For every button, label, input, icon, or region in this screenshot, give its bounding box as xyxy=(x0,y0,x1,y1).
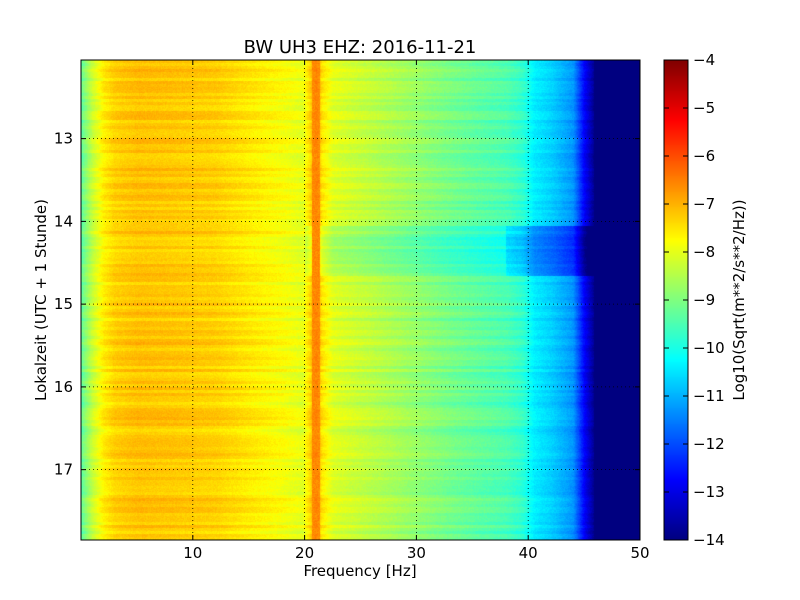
colorbar-tick-label: −4 xyxy=(693,51,715,69)
x-axis-ticks: 10 20 30 40 50 xyxy=(183,60,650,562)
colorbar-tick-label: −14 xyxy=(693,531,725,549)
x-tick-label: 40 xyxy=(519,544,538,562)
x-tick-label: 50 xyxy=(630,544,649,562)
y-axis-ticks: 13 14 15 16 17 xyxy=(54,130,640,479)
colorbar: −4 −5 −6 −7 −8 −9 −10 −11 −12 −13 −14 Log10(Sqrt(m… xyxy=(663,51,748,549)
y-tick-label: 17 xyxy=(54,461,73,479)
y-tick-label: 13 xyxy=(54,130,73,148)
y-tick-label: 15 xyxy=(54,295,73,313)
y-tick-label: 16 xyxy=(54,378,73,396)
x-tick-label: 20 xyxy=(295,544,314,562)
y-tick-label: 14 xyxy=(54,212,73,230)
colorbar-label: Log10(Sqrt(m**2/s**2/Hz)) xyxy=(730,199,748,400)
colorbar-tick-label: −7 xyxy=(693,195,715,213)
chart-title: BW UH3 EHZ: 2016-11-21 xyxy=(244,37,477,58)
colorbar-tick-label: −10 xyxy=(693,339,725,357)
heatmap-canvas xyxy=(81,60,640,540)
colorbar-tick-label: −13 xyxy=(693,483,725,501)
colorbar-tick-label: −8 xyxy=(693,243,715,261)
colorbar-tick-label: −11 xyxy=(693,387,725,405)
y-axis-label: Lokalzeit (UTC + 1 Stunde) xyxy=(32,199,50,401)
colorbar-tick-label: −9 xyxy=(693,291,715,309)
colorbar-tick-label: −5 xyxy=(693,99,715,117)
x-tick-label: 10 xyxy=(183,544,202,562)
x-tick-label: 30 xyxy=(407,544,426,562)
plot-area: 10 20 30 40 50 13 14 15 16 17 xyxy=(54,59,650,562)
heatmap-image-container xyxy=(81,60,640,540)
x-axis-label: Frequency [Hz] xyxy=(303,562,416,580)
colorbar-tick-label: −12 xyxy=(693,435,725,453)
colorbar-tick-label: −6 xyxy=(693,147,715,165)
colorbar-ticks: −4 −5 −6 −7 −8 −9 −10 −11 −12 −13 −14 xyxy=(664,51,725,549)
grid-lines xyxy=(81,60,640,540)
plot-frame xyxy=(80,59,641,541)
